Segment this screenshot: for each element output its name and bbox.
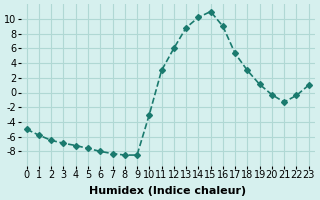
X-axis label: Humidex (Indice chaleur): Humidex (Indice chaleur) <box>89 186 246 196</box>
